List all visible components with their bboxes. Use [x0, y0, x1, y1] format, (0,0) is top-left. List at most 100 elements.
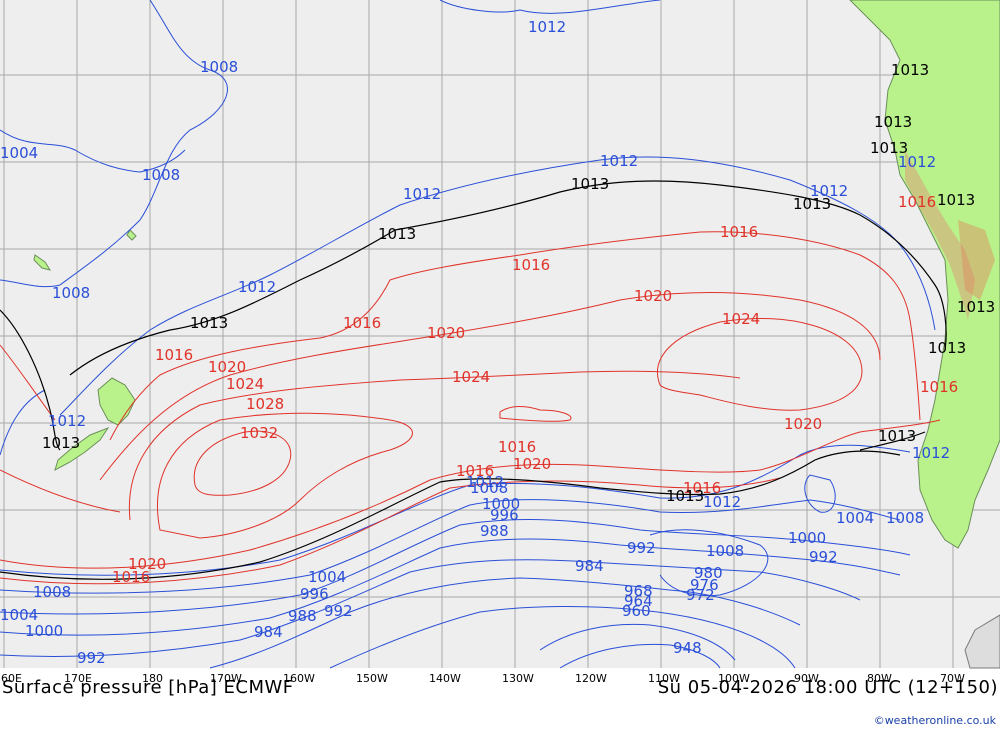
lon-tick-label: 150W: [356, 672, 388, 685]
lon-tick-label: 140W: [429, 672, 461, 685]
isobar-label: 1012: [703, 493, 741, 511]
isobar-label: 1016: [720, 223, 758, 241]
isobar-label: 1032: [240, 424, 278, 442]
low-pressure-isobars: [0, 0, 936, 669]
isobar-label: 1008: [706, 542, 744, 560]
isobar-label: 1008: [886, 509, 924, 527]
isobar-label: 1028: [246, 395, 284, 413]
isobar-label: 948: [673, 639, 702, 657]
antarctic-peninsula: [964, 614, 1000, 669]
isobar-label: 992: [627, 539, 656, 557]
isobar-label: 1013: [793, 195, 831, 213]
standard-isobars-1013: [0, 180, 947, 580]
isobar-label: 1008: [470, 479, 508, 497]
lon-tick-label: 70W: [940, 672, 965, 685]
lon-tick-label: 130W: [502, 672, 534, 685]
new-zealand-south-island: [54, 426, 110, 472]
lon-tick-label: 180: [142, 672, 163, 685]
island: [126, 229, 137, 241]
isobar-label: 984: [254, 623, 283, 641]
lon-tick-label: 170E: [64, 672, 92, 685]
isobar-label: 1004: [308, 568, 346, 586]
island: [33, 254, 52, 271]
andes-peaks: [958, 220, 995, 300]
longitude-axis: 160E 170E 180 170W 160W 150W 140W 130W 1…: [0, 672, 965, 685]
isobar-label: 996: [490, 506, 519, 524]
isobar-label: 1020: [784, 415, 822, 433]
isobar-label: 1012: [912, 444, 950, 462]
isobar-label: 988: [480, 522, 509, 540]
map-title: Surface pressure [hPa] ECMWF: [2, 677, 294, 698]
source-credit[interactable]: ©weatheronline.co.uk: [873, 714, 996, 727]
isobar-label: 1008: [33, 583, 71, 601]
isobar-label: 1000: [25, 622, 63, 640]
isobar-label: 1013: [378, 225, 416, 243]
isobar-label: 1013: [870, 139, 908, 157]
isobar-label: 1012: [48, 412, 86, 430]
isobar-label: 1013: [928, 339, 966, 357]
isobar-label: 1012: [466, 473, 504, 491]
lat-lon-grid: [0, 0, 1000, 668]
isobar-label: 1012: [600, 152, 638, 170]
andes-highlands: [905, 150, 975, 320]
isobar-label: 1016: [456, 462, 494, 480]
isobar-label: 992: [324, 602, 353, 620]
isobar-label: 1008: [52, 284, 90, 302]
isobar-label: 1008: [142, 166, 180, 184]
isobar-label: 1000: [788, 529, 826, 547]
isobar-label: 1020: [634, 287, 672, 305]
isobar-label: 980: [694, 564, 723, 582]
isobar-label: 1024: [226, 375, 264, 393]
lon-tick-label: 160E: [0, 672, 22, 685]
isobar-label: 1016: [112, 568, 150, 586]
valid-time: Su 05-04-2026 18:00 UTC (12+150): [657, 677, 998, 698]
isobar-label: 1004: [836, 509, 874, 527]
isobar-label: 964: [624, 592, 653, 610]
lon-tick-label: 120W: [575, 672, 607, 685]
isobar-label: 1013: [190, 314, 228, 332]
isobar-label: 960: [622, 602, 651, 620]
isobar-label: 988: [288, 607, 317, 625]
isobar-label: 1016: [512, 256, 550, 274]
isobar-label: 976: [690, 576, 719, 594]
isobar-label: 1020: [208, 358, 246, 376]
isobar-label: 972: [686, 586, 715, 604]
isobar-label: 1012: [898, 153, 936, 171]
isobar-label: 1013: [957, 298, 995, 316]
lon-tick-label: 160W: [283, 672, 315, 685]
isobar-label: 1020: [513, 455, 551, 473]
isobar-label: 1013: [878, 427, 916, 445]
isobar-label: 1012: [810, 182, 848, 200]
isobar-label: 992: [809, 548, 838, 566]
high-isobar-labels: 1016 1016 1016 1020 1020 1024 1024 1028 …: [112, 193, 958, 586]
isobar-label: 1012: [528, 18, 566, 36]
isobar-label: 1000: [482, 495, 520, 513]
lon-tick-label: 80W: [867, 672, 892, 685]
isobar-label: 1013: [42, 434, 80, 452]
lon-tick-label: 110W: [648, 672, 680, 685]
isobar-label: 1008: [200, 58, 238, 76]
isobar-label: 1016: [920, 378, 958, 396]
isobar-label: 1013: [937, 191, 975, 209]
isobar-label: 1013: [874, 113, 912, 131]
ocean-background: [0, 0, 1000, 668]
isobar-label: 1012: [403, 185, 441, 203]
isobar-label: 1020: [427, 324, 465, 342]
standard-isobar-labels: 1013 1013 1013 1013 1013 1013 1013 1013 …: [42, 61, 995, 505]
isobar-label: 1004: [0, 606, 38, 624]
isobar-label: 984: [575, 557, 604, 575]
isobar-label: 996: [300, 585, 329, 603]
isobar-label: 1016: [898, 193, 936, 211]
isobar-label: 1004: [0, 144, 38, 162]
lon-tick-label: 170W: [210, 672, 242, 685]
lon-tick-label: 90W: [794, 672, 819, 685]
lon-tick-label: 100W: [718, 672, 750, 685]
isobar-label: 1013: [666, 487, 704, 505]
isobar-label: 1016: [155, 346, 193, 364]
isobar-label: 1013: [891, 61, 929, 79]
isobar-label: 1024: [452, 368, 490, 386]
isobar-label: 968: [624, 582, 653, 600]
south-america: [849, 0, 1000, 549]
isobar-label: 1012: [238, 278, 276, 296]
